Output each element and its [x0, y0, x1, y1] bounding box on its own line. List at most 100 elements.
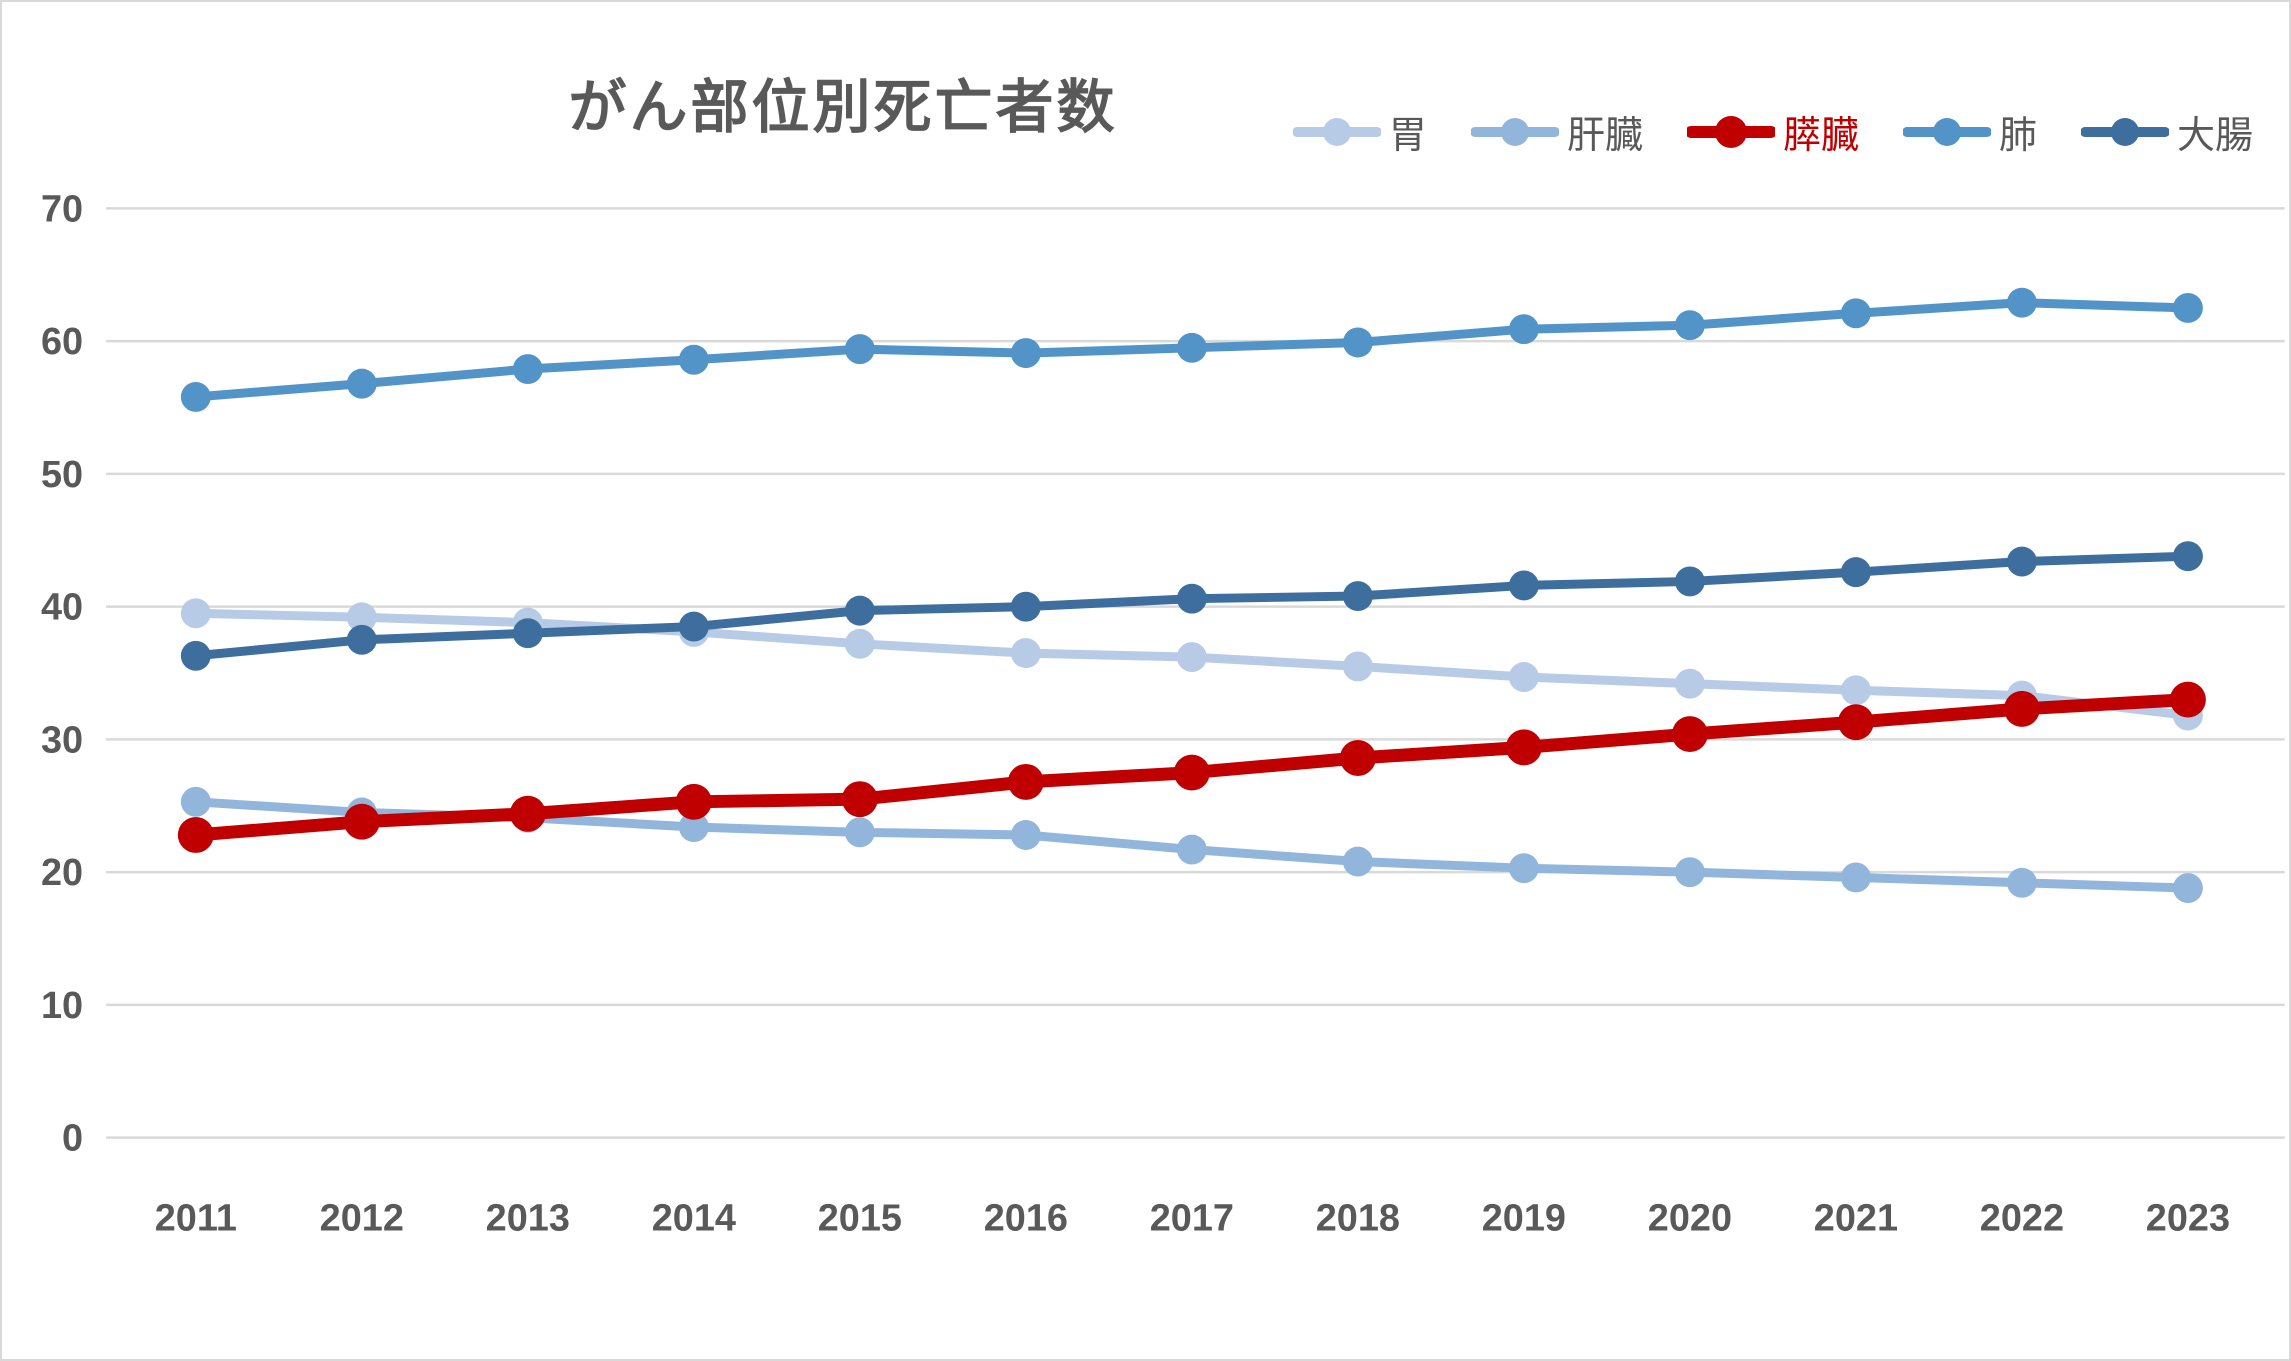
legend-label: 膵臓 [1782, 115, 1859, 157]
data-point-大腸-2021 [1840, 557, 1871, 588]
data-point-肝臓-2019 [1508, 853, 1539, 884]
data-point-膵臓-2015 [841, 781, 878, 818]
data-point-肺-2011 [180, 381, 211, 412]
data-point-大腸-2012 [346, 624, 377, 655]
data-point-膵臓-2022 [2003, 690, 2040, 727]
legend-marker-icon [1686, 115, 1775, 148]
data-point-肝臓-2020 [1674, 857, 1705, 888]
data-point-肺-2017 [1176, 332, 1207, 363]
x-axis-tick-label: 2014 [652, 1197, 736, 1239]
legend: 胃 肝臓 膵臓 肺 大腸 [1292, 104, 2253, 159]
legend-marker-dot [1322, 117, 1351, 146]
data-point-大腸-2013 [512, 618, 543, 649]
data-point-胃-2017 [1176, 642, 1207, 673]
data-point-大腸-2019 [1508, 570, 1539, 601]
data-point-膵臓-2021 [1837, 704, 1874, 741]
legend-marker-icon [1470, 117, 1559, 146]
data-point-胃-2020 [1674, 668, 1705, 699]
y-axis-tick-label: 20 [41, 852, 83, 894]
data-point-膵臓-2018 [1339, 740, 1376, 776]
data-point-肝臓-2022 [2006, 867, 2037, 898]
legend-marker-dot [1500, 117, 1529, 146]
data-point-膵臓-2011 [177, 817, 214, 853]
data-point-肝臓-2021 [1840, 862, 1871, 893]
x-axis-tick-label: 2012 [320, 1197, 404, 1239]
data-point-大腸-2022 [2006, 546, 2037, 577]
y-axis-tick-label: 0 [62, 1118, 83, 1160]
data-point-胃-2018 [1342, 651, 1373, 682]
data-point-大腸-2016 [1010, 591, 1041, 622]
data-point-胃-2011 [180, 598, 211, 629]
y-axis-tick-label: 40 [41, 587, 83, 629]
data-point-肝臓-2014 [678, 812, 709, 842]
data-point-胃-2019 [1508, 662, 1539, 692]
data-point-膵臓-2012 [343, 803, 380, 840]
data-point-膵臓-2016 [1007, 763, 1044, 800]
x-axis-tick-label: 2016 [984, 1197, 1068, 1239]
legend-label: 肺 [1998, 115, 2037, 157]
data-point-肺-2023 [2172, 293, 2203, 323]
data-point-大腸-2011 [180, 640, 211, 671]
data-point-肺-2013 [512, 354, 543, 384]
data-point-大腸-2020 [1674, 566, 1705, 597]
x-axis-tick-label: 2022 [1980, 1197, 2064, 1239]
x-axis-tick-label: 2011 [155, 1197, 237, 1239]
data-point-大腸-2015 [844, 595, 875, 626]
data-point-肝臓-2018 [1342, 846, 1373, 877]
data-point-肺-2012 [346, 368, 377, 399]
x-axis-tick-label: 2018 [1316, 1197, 1400, 1239]
x-axis-tick-label: 2017 [1150, 1197, 1234, 1239]
x-axis-tick-label: 2013 [486, 1197, 570, 1239]
data-point-膵臓-2019 [1505, 729, 1542, 766]
data-point-大腸-2017 [1176, 583, 1207, 614]
y-axis-tick-label: 70 [41, 188, 83, 230]
legend-item-肝臓: 肝臓 [1470, 104, 1643, 159]
legend-label: 胃 [1388, 115, 1427, 157]
data-point-膵臓-2014 [675, 783, 712, 820]
data-point-胃-2012 [346, 602, 377, 633]
legend-marker-dot [1714, 115, 1747, 148]
data-point-大腸-2014 [678, 611, 709, 642]
x-axis-tick-label: 2020 [1648, 1197, 1732, 1239]
data-point-膵臓-2023 [2169, 681, 2206, 718]
data-point-肺-2020 [1674, 310, 1705, 341]
x-axis-tick-label: 2019 [1482, 1197, 1566, 1239]
y-axis-tick-label: 50 [41, 454, 83, 496]
legend-marker-dot [2110, 117, 2139, 146]
data-point-肝臓-2011 [180, 786, 211, 817]
data-point-肝臓-2023 [2172, 873, 2203, 904]
chart-title: がん部位別死亡者数 [568, 75, 1118, 140]
x-axis-tick-label: 2023 [2146, 1197, 2230, 1239]
data-point-膵臓-2020 [1671, 716, 1708, 753]
legend-item-膵臓: 膵臓 [1686, 104, 1859, 159]
data-point-大腸-2018 [1342, 581, 1373, 611]
legend-item-胃: 胃 [1292, 104, 1427, 159]
data-point-肺-2018 [1342, 327, 1373, 358]
x-axis-tick-label: 2015 [818, 1197, 902, 1239]
data-point-胃-2021 [1840, 675, 1871, 706]
legend-label: 肝臓 [1566, 115, 1643, 157]
data-point-膵臓-2013 [509, 795, 546, 832]
data-point-肺-2022 [2006, 287, 2037, 318]
y-axis-tick-label: 10 [41, 985, 83, 1027]
legend-item-大腸: 大腸 [2080, 104, 2253, 159]
y-axis-tick-label: 60 [41, 321, 83, 363]
legend-marker-icon [2080, 117, 2169, 146]
data-point-膵臓-2017 [1173, 754, 1210, 791]
data-point-大腸-2023 [2172, 541, 2203, 572]
data-point-肝臓-2015 [844, 817, 875, 848]
data-point-肺-2021 [1840, 298, 1871, 329]
legend-marker-icon [1902, 117, 1991, 146]
data-point-胃-2015 [844, 628, 875, 659]
data-point-胃-2016 [1010, 638, 1041, 669]
data-point-肺-2016 [1010, 338, 1041, 369]
x-axis-tick-label: 2021 [1814, 1197, 1898, 1239]
data-point-肺-2015 [844, 334, 875, 365]
data-point-肺-2014 [678, 344, 709, 375]
legend-marker-icon [1292, 117, 1381, 146]
data-point-肝臓-2017 [1176, 834, 1207, 865]
legend-label: 大腸 [2176, 115, 2253, 157]
legend-item-肺: 肺 [1902, 104, 2037, 159]
